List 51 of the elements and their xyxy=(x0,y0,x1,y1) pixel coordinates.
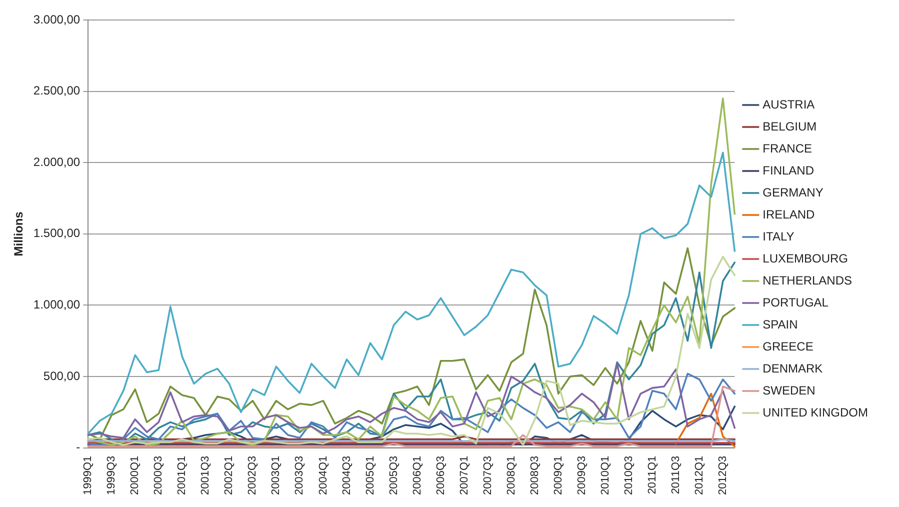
legend-label: IRELAND xyxy=(762,207,816,222)
legend-label: GREECE xyxy=(762,339,814,354)
legend-label: SPAIN xyxy=(762,317,798,332)
legend-label: DENMARK xyxy=(762,361,823,376)
x-tick-label: 2001Q3 xyxy=(200,456,212,496)
x-tick-label: 2009Q3 xyxy=(576,456,588,496)
y-axis-title: Millions xyxy=(12,211,26,256)
y-tick-label: 500,00 xyxy=(43,368,80,383)
y-tick-label: 1.500,00 xyxy=(33,226,80,240)
legend-label: FINLAND xyxy=(762,163,814,178)
x-tick-label: 2004Q3 xyxy=(340,456,353,496)
x-tick-label: 2010Q3 xyxy=(622,456,635,496)
x-tick-label: 2007Q3 xyxy=(482,456,494,496)
x-tick-label: 2000Q1 xyxy=(129,456,142,496)
x-tick-label: 2010Q1 xyxy=(599,456,612,496)
x-tick-label: 2008Q3 xyxy=(528,456,541,496)
x-tick-label: 2005Q1 xyxy=(364,456,376,496)
x-tick-label: 1999Q3 xyxy=(106,456,118,496)
legend-label: NETHERLANDS xyxy=(762,273,852,288)
x-tick-label: 2003Q3 xyxy=(294,456,306,496)
legend-label: ITALY xyxy=(762,229,794,244)
x-tick-label: 2002Q3 xyxy=(246,456,259,496)
x-tick-label: 2006Q3 xyxy=(434,456,447,496)
x-tick-label: 2002Q1 xyxy=(223,456,236,496)
x-tick-label: 2005Q3 xyxy=(388,456,400,496)
x-tick-label: 2007Q1 xyxy=(458,456,470,496)
x-tick-label: 2008Q1 xyxy=(505,456,518,496)
y-tick-label: 2.500,00 xyxy=(33,84,80,98)
x-tick-label: 2006Q1 xyxy=(411,456,424,496)
legend-label: GERMANY xyxy=(762,185,824,200)
x-tick-label: 2001Q1 xyxy=(176,456,188,496)
x-tick-label: 2012Q3 xyxy=(716,456,729,496)
legend-label: UNITED KINGDOM xyxy=(762,405,868,420)
legend-label: BELGIUM xyxy=(762,119,817,134)
y-tick-label: 3.000,00 xyxy=(33,12,80,26)
x-tick-label: 1999Q1 xyxy=(82,456,94,496)
legend-label: PORTUGAL xyxy=(762,295,829,310)
legend-label: FRANCE xyxy=(762,141,812,156)
x-tick-label: 2004Q1 xyxy=(317,456,330,496)
x-tick-label: 2011Q3 xyxy=(670,456,682,494)
x-tick-label: 2012Q1 xyxy=(693,456,706,496)
legend-label: SWEDEN xyxy=(762,383,816,398)
y-tick-label: 1.000,00 xyxy=(33,298,80,312)
x-tick-label: 2011Q1 xyxy=(646,456,658,494)
legend-label: AUSTRIA xyxy=(762,97,815,112)
y-tick-label: 2.000,00 xyxy=(33,154,80,169)
x-tick-label: 2003Q1 xyxy=(270,456,282,496)
x-tick-label: 2000Q3 xyxy=(152,456,165,496)
legend-label: LUXEMBOURG xyxy=(762,251,848,266)
x-tick-label: 2009Q1 xyxy=(552,456,564,496)
y-tick-label: - xyxy=(76,440,80,454)
